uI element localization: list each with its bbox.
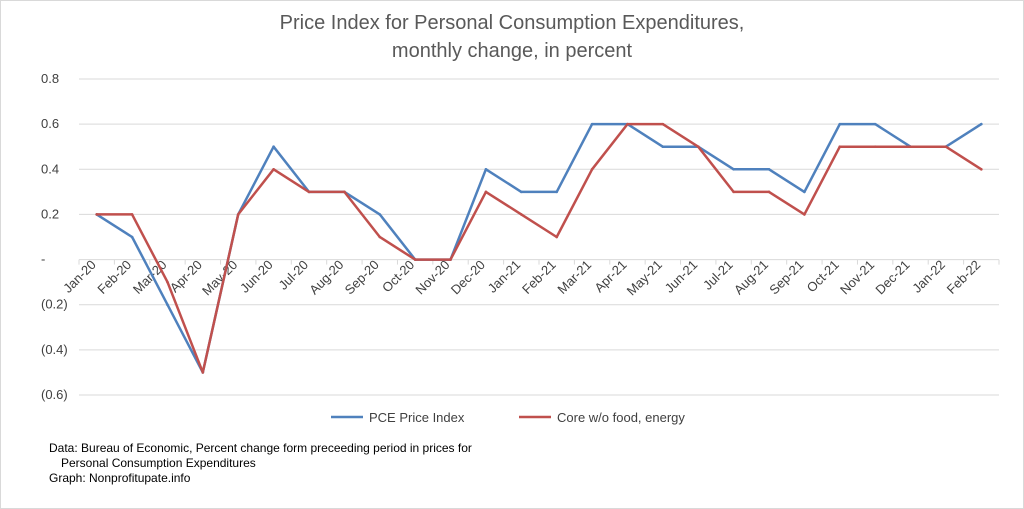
data-point (236, 213, 240, 216)
x-tick-label: May-21 (624, 257, 665, 298)
legend-label-2: Core w/o food, energy (557, 410, 685, 425)
series-line-1 (95, 122, 983, 374)
data-point (873, 145, 877, 149)
data-point (626, 122, 629, 126)
y-tick-label: 0.8 (41, 71, 59, 86)
data-point (201, 371, 205, 374)
data-point (307, 190, 311, 194)
legend-label-1: PCE Price Index (369, 410, 465, 425)
data-point (130, 213, 134, 216)
data-point (696, 145, 700, 149)
y-tick-label: 0.4 (41, 161, 59, 176)
data-point (520, 190, 523, 194)
data-point (732, 167, 735, 171)
data-point (980, 167, 983, 171)
data-point (166, 303, 169, 307)
y-tick-label: (0.6) (41, 387, 68, 402)
y-tick-label: - (41, 252, 45, 267)
data-point (166, 280, 169, 284)
data-point (343, 190, 346, 194)
data-point (661, 122, 665, 126)
y-tick-label: 0.6 (41, 116, 59, 131)
data-point (555, 235, 558, 239)
data-point (909, 145, 912, 149)
series-line-2 (95, 122, 983, 374)
data-point (555, 190, 558, 194)
source-notes: Data: Bureau of Economic, Percent change… (49, 441, 472, 486)
data-point (590, 167, 594, 171)
data-point (873, 122, 877, 126)
data-point (484, 190, 488, 194)
data-point (449, 258, 452, 261)
data-point (378, 235, 382, 239)
data-point (130, 235, 134, 239)
graph-credit: Graph: Nonprofitupate.info (49, 471, 191, 485)
data-point (767, 190, 771, 194)
y-tick-label: 0.2 (41, 206, 59, 221)
data-point (980, 122, 983, 126)
x-tick-label: Apr-21 (591, 257, 629, 295)
data-point (413, 258, 417, 261)
data-point (803, 190, 806, 194)
source-note-line-1: Data: Bureau of Economic, Percent change… (49, 441, 472, 455)
data-point (484, 167, 488, 171)
data-point (378, 213, 382, 216)
data-point (803, 213, 806, 216)
data-point (732, 190, 735, 194)
data-point (838, 145, 842, 149)
data-point (272, 167, 275, 171)
chart-title-line-1: Price Index for Personal Consumption Exp… (280, 12, 745, 34)
x-tick-label: Oct-21 (804, 257, 842, 295)
x-tick-label: Oct-20 (379, 257, 417, 295)
data-point (944, 145, 948, 149)
y-tick-label: (0.2) (41, 297, 68, 312)
data-point (661, 145, 665, 149)
chart-title-line-2: monthly change, in percent (392, 40, 633, 62)
data-point (838, 122, 842, 126)
data-point (272, 145, 275, 149)
y-tick-label: (0.4) (41, 342, 68, 357)
data-point (520, 213, 523, 216)
x-tick-label: Apr-20 (167, 257, 205, 295)
data-point (590, 122, 594, 126)
data-point (95, 213, 98, 216)
data-point (767, 167, 771, 171)
source-note-line-2: Personal Consumption Expenditures (61, 456, 256, 470)
